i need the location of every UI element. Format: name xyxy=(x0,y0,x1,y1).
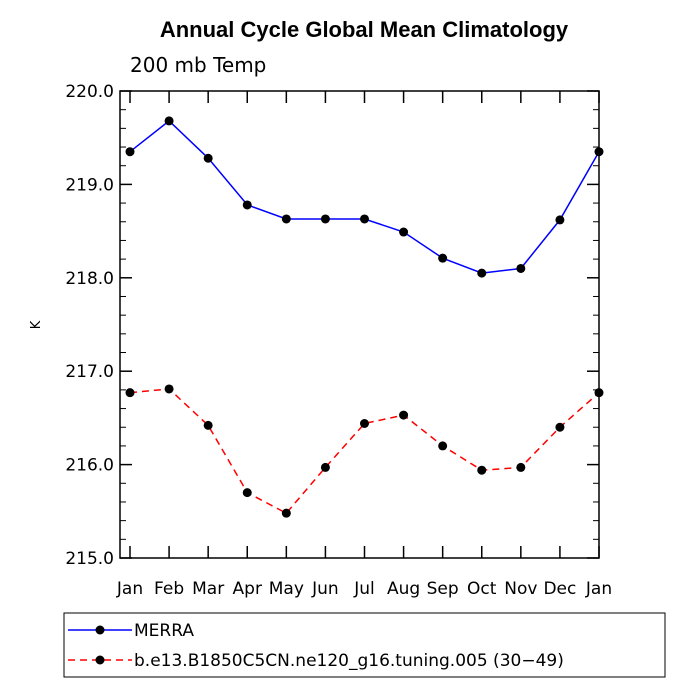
data-point-series-2-feb xyxy=(164,384,174,394)
legend-marker-1 xyxy=(95,625,105,635)
legend-box xyxy=(63,612,666,678)
x-tick-label-jan: Jan xyxy=(116,579,143,599)
data-point-series-1-nov xyxy=(516,263,526,273)
data-point-series-1-mar xyxy=(203,153,213,163)
y-tick-label: 215.0 xyxy=(65,549,114,569)
data-point-series-2-oct xyxy=(477,465,487,475)
chart-title: Annual Cycle Global Mean Climatology xyxy=(160,17,569,42)
x-tick-label-jan: Jan xyxy=(585,579,612,599)
x-tick-label-nov: Nov xyxy=(504,579,537,599)
series-line-2 xyxy=(129,388,600,515)
data-point-series-2-jan xyxy=(125,388,135,398)
data-point-series-1-dec xyxy=(555,215,565,225)
x-tick-label-jul: Jul xyxy=(353,579,375,599)
x-tick-label-jun: Jun xyxy=(311,579,339,599)
data-point-series-2-sep xyxy=(438,441,448,451)
x-tick-label-sep: Sep xyxy=(427,579,459,599)
plot-frame xyxy=(119,90,600,559)
series-line-1 xyxy=(129,119,600,274)
y-tick-label: 219.0 xyxy=(65,175,114,195)
legend-label-1: MERRA xyxy=(134,621,194,641)
data-point-series-1-jun xyxy=(320,214,330,224)
y-tick-label: 218.0 xyxy=(65,269,114,289)
legend: MERRA b.e13.B1850C5CN.ne120_g16.tuning.00… xyxy=(63,612,666,678)
legend-marker-2 xyxy=(95,655,105,665)
data-point-series-2-jun xyxy=(320,462,330,472)
data-point-series-2-mar xyxy=(203,420,213,430)
legend-label-2: b.e13.B1850C5CN.ne120_g16.tuning.005 (30… xyxy=(134,651,564,671)
axis-ticks xyxy=(120,90,600,559)
chart-subtitle: 200 mb Temp xyxy=(130,53,266,77)
x-tick-label-may: May xyxy=(269,579,304,599)
y-tick-label: 216.0 xyxy=(65,456,114,476)
y-tick-label: 217.0 xyxy=(65,362,114,382)
data-point-series-1-apr xyxy=(242,200,252,210)
data-point-series-1-oct xyxy=(477,268,487,278)
x-tick-label-apr: Apr xyxy=(233,579,262,599)
series-lines xyxy=(129,119,600,515)
data-point-series-2-jul xyxy=(360,419,369,429)
data-point-series-1-aug xyxy=(399,227,409,237)
data-point-series-2-dec xyxy=(555,422,565,432)
y-tick-label: 220.0 xyxy=(65,82,114,102)
tick-labels: 215.0 216.0 217.0 218.0 219.0 220.0 Jan Feb Mar A… xyxy=(65,82,612,599)
data-point-series-1-sep xyxy=(438,253,448,263)
x-tick-label-mar: Mar xyxy=(192,579,224,599)
x-tick-label-feb: Feb xyxy=(154,579,184,599)
data-point-series-2-aug xyxy=(399,410,409,420)
data-point-series-1-feb xyxy=(164,116,174,126)
data-point-series-2-apr xyxy=(242,488,252,498)
data-point-series-2-nov xyxy=(516,462,526,472)
x-tick-label-oct: Oct xyxy=(467,579,497,599)
x-tick-label-aug: Aug xyxy=(387,579,420,599)
y-axis-label: K xyxy=(29,320,44,329)
data-point-series-1-jan xyxy=(125,147,135,157)
data-point-series-1-jul xyxy=(360,214,369,224)
data-point-series-2-may xyxy=(281,508,291,518)
series-markers xyxy=(125,116,604,518)
x-tick-label-dec: Dec xyxy=(543,579,576,599)
data-point-series-1-may xyxy=(281,214,291,224)
